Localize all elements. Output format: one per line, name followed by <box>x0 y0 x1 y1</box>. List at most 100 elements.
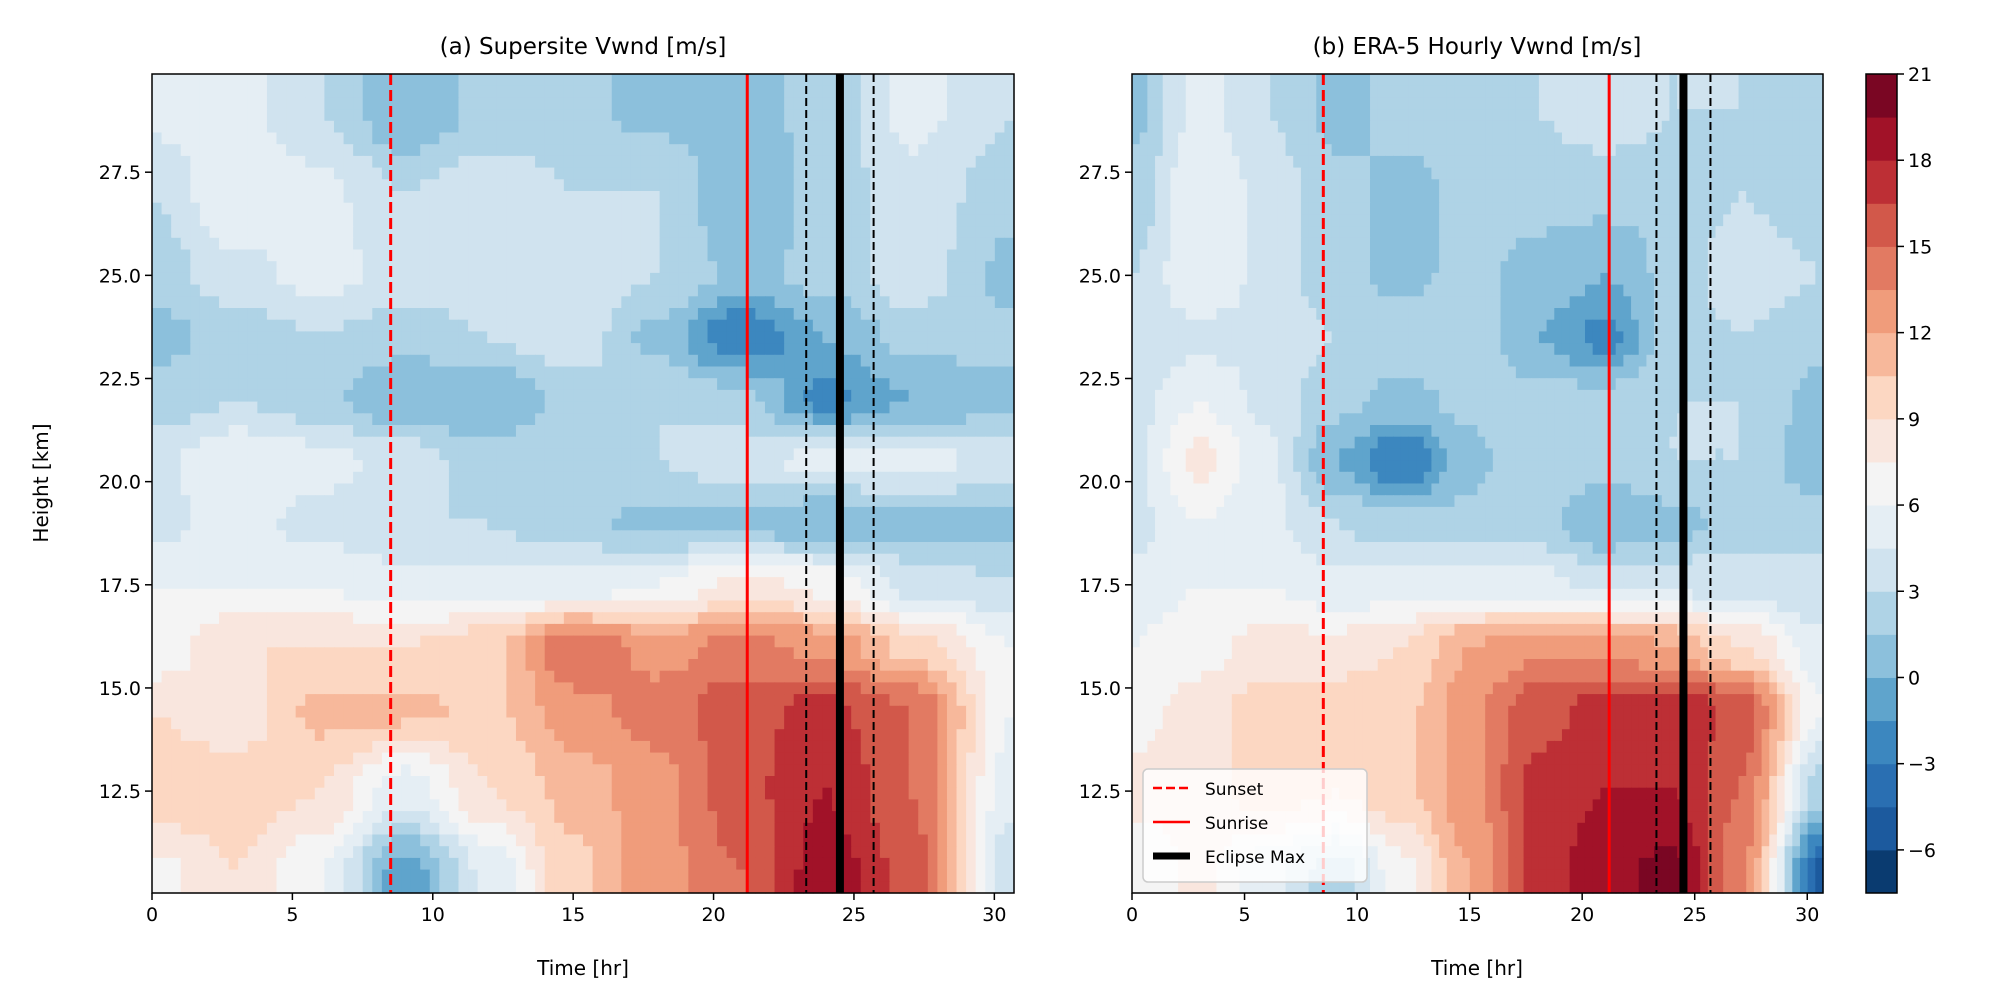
contour-cell <box>525 202 536 215</box>
contour-cell <box>276 354 287 368</box>
contour-cell <box>219 249 230 262</box>
contour-cell <box>161 167 172 180</box>
contour-cell <box>314 167 325 180</box>
contour-cell <box>439 378 450 391</box>
contour-cell <box>899 518 910 531</box>
contour-cell <box>975 308 986 321</box>
contour-cell <box>726 74 737 87</box>
contour-cell <box>678 214 689 227</box>
contour-cell <box>678 553 689 566</box>
contour-cell <box>812 682 824 695</box>
contour-cell <box>515 518 527 531</box>
contour-cell <box>784 191 795 204</box>
contour-cell <box>496 542 507 555</box>
contour-cell <box>448 237 460 251</box>
contour-cell <box>583 705 594 719</box>
contour-cell <box>266 191 278 204</box>
contour-cell <box>563 425 575 438</box>
contour-cell <box>841 530 852 543</box>
contour-cell <box>975 471 986 485</box>
contour-cell <box>228 378 239 391</box>
contour-cell <box>688 389 699 403</box>
contour-cell <box>812 389 824 403</box>
contour-cell <box>496 378 507 391</box>
contour-cell <box>515 272 527 286</box>
contour-cell <box>515 436 527 449</box>
contour-cell <box>468 694 479 707</box>
contour-cell <box>669 308 680 321</box>
contour-cell <box>707 682 718 695</box>
contour-cell <box>391 214 402 227</box>
contour-cell <box>611 331 622 344</box>
contour-cell <box>908 588 919 602</box>
contour-cell <box>669 705 680 719</box>
contour-cell <box>630 214 642 227</box>
contour-cell <box>650 331 661 344</box>
contour-cell <box>985 401 996 414</box>
contour-cell <box>161 495 172 508</box>
contour-cell <box>333 530 345 543</box>
contour-cell <box>908 506 919 520</box>
contour-cell <box>966 284 977 297</box>
contour-cell <box>515 308 527 321</box>
contour-cell <box>650 530 661 543</box>
contour-cell <box>573 144 584 157</box>
contour-cell <box>583 191 594 204</box>
contour-cell <box>707 296 718 309</box>
contour-cell <box>956 237 967 251</box>
contour-cell <box>870 343 881 356</box>
contour-cell <box>554 647 565 660</box>
contour-cell <box>439 155 450 169</box>
contour-cell <box>870 85 881 98</box>
contour-cell <box>717 612 728 625</box>
contour-cell <box>381 448 393 461</box>
contour-cell <box>669 109 680 122</box>
contour-cell <box>659 483 670 496</box>
contour-cell <box>314 670 325 683</box>
contour-cell <box>496 331 507 344</box>
contour-cell <box>401 343 412 356</box>
contour-cell <box>707 331 718 344</box>
contour-cell <box>353 705 364 719</box>
contour-cell <box>860 542 871 555</box>
contour-cell <box>784 319 795 332</box>
contour-cell <box>736 179 747 192</box>
contour-cell <box>401 331 412 344</box>
contour-cell <box>286 647 297 660</box>
contour-cell <box>717 202 728 215</box>
contour-cell <box>563 542 575 555</box>
contour-cell <box>879 284 891 297</box>
contour-cell <box>228 366 239 379</box>
contour-cell <box>228 319 239 332</box>
contour-cell <box>659 202 670 215</box>
contour-cell <box>468 237 479 251</box>
contour-cell <box>544 506 555 520</box>
contour-cell <box>515 354 527 368</box>
contour-cell <box>1004 694 1015 707</box>
contour-cell <box>362 542 373 555</box>
contour-cell <box>429 518 440 531</box>
contour-cell <box>554 483 565 496</box>
contour-cell <box>669 565 680 578</box>
contour-cell <box>410 120 421 134</box>
contour-cell <box>592 518 603 531</box>
contour-cell <box>812 694 824 707</box>
contour-cell <box>899 425 910 438</box>
contour-cell <box>697 155 709 169</box>
contour-cell <box>199 97 211 110</box>
contour-cell <box>305 343 316 356</box>
contour-cell <box>401 261 412 274</box>
contour-cell <box>247 343 258 356</box>
contour-cell <box>870 389 881 403</box>
contour-cell <box>468 144 479 157</box>
contour-cell <box>956 495 967 508</box>
contour-cell <box>238 717 249 730</box>
contour-cell <box>563 214 575 227</box>
contour-cell <box>927 401 938 414</box>
contour-cell <box>324 448 335 461</box>
contour-cell <box>870 448 881 461</box>
contour-cell <box>353 226 364 239</box>
contour-cell <box>362 705 373 719</box>
contour-cell <box>286 623 297 637</box>
contour-cell <box>630 565 642 578</box>
